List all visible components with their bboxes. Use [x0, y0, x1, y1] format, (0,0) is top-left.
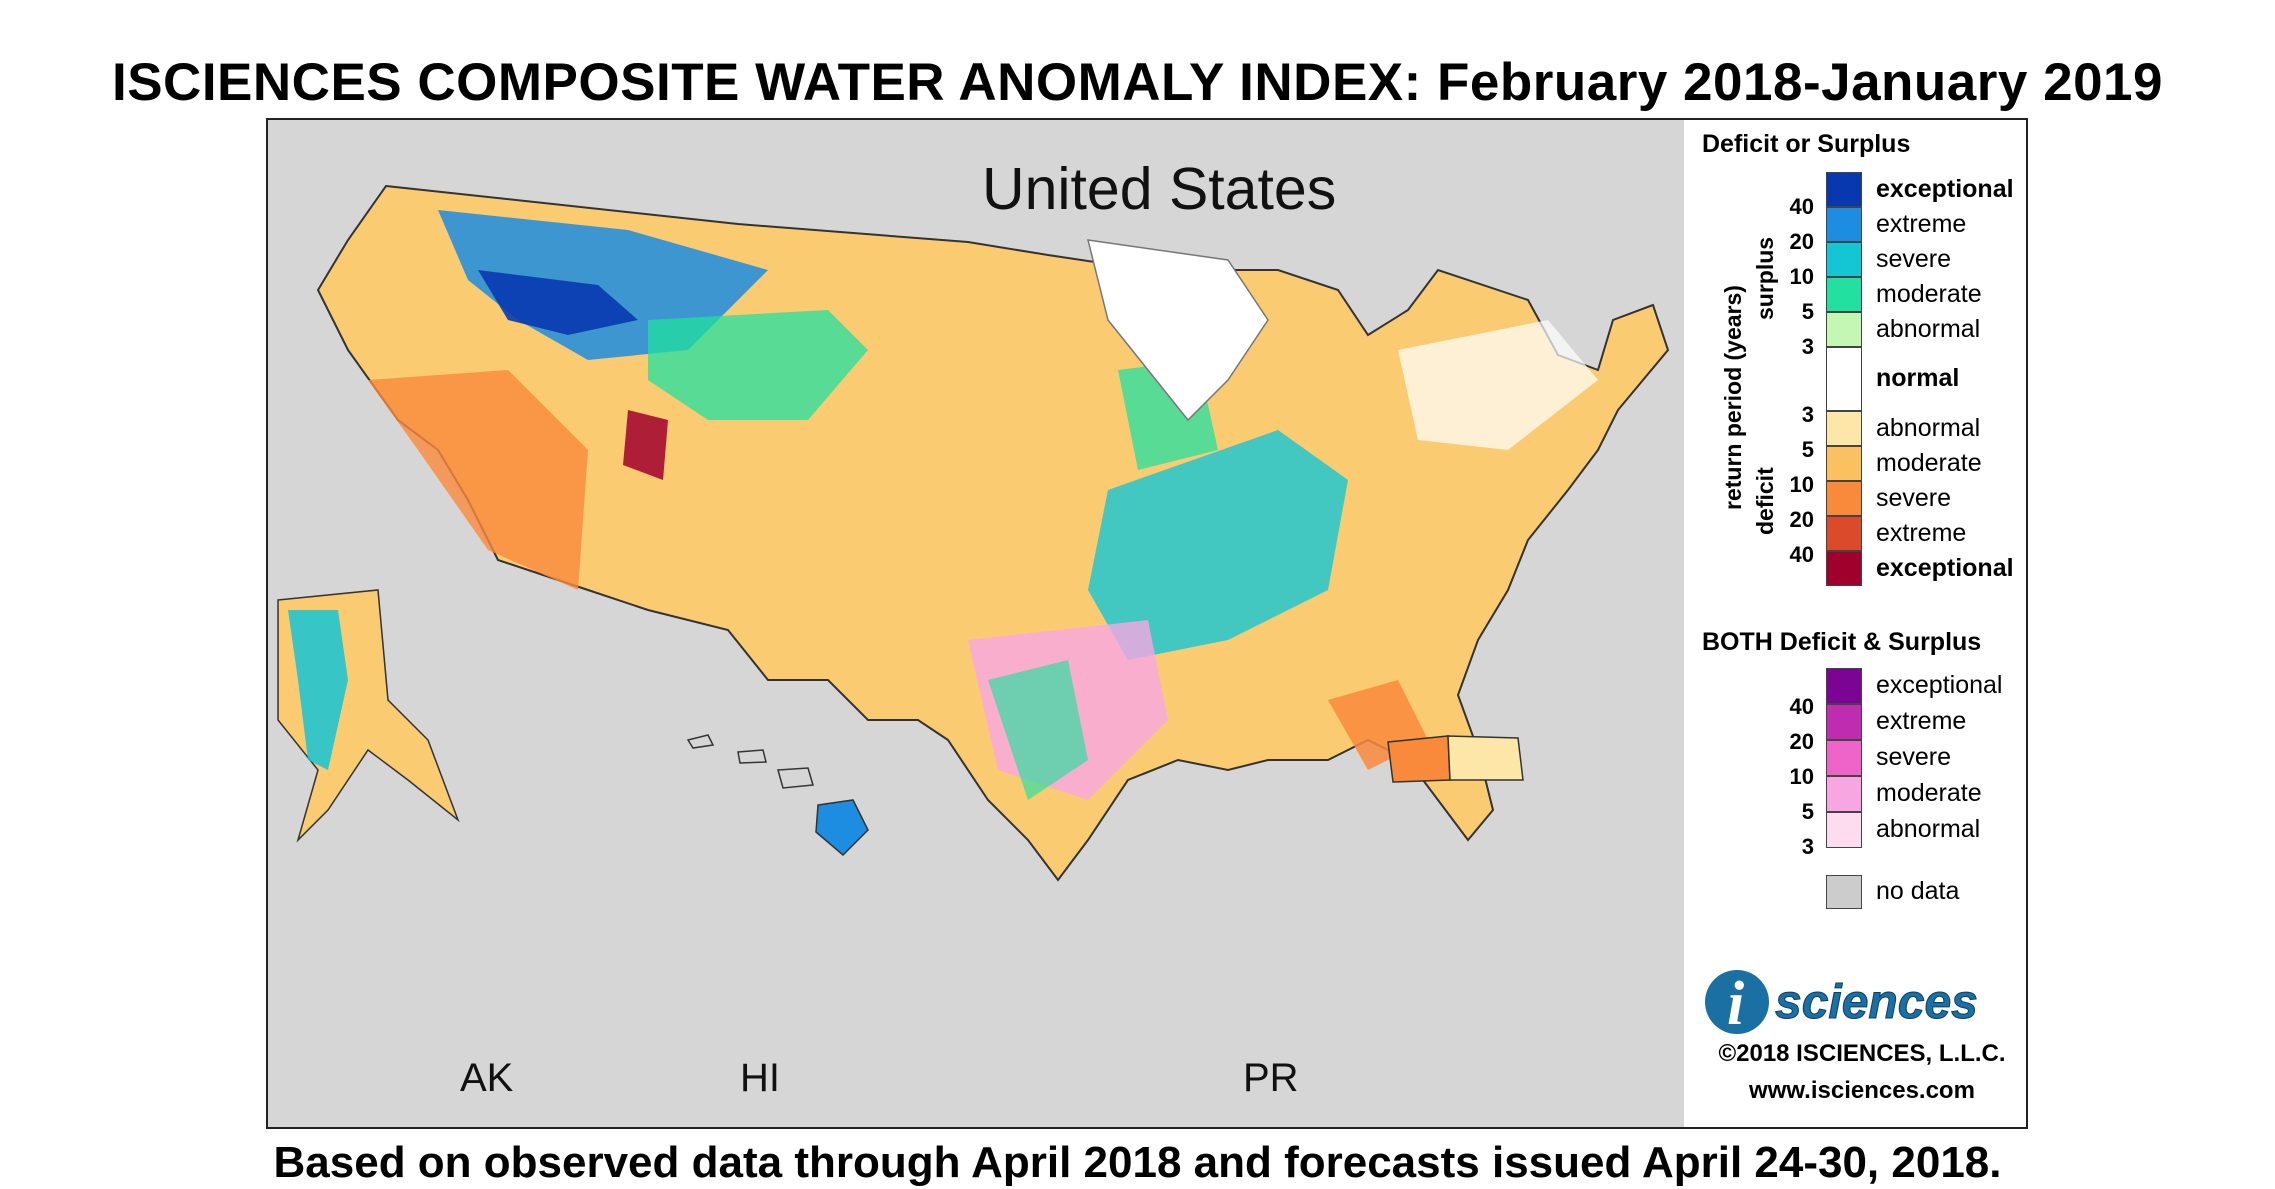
- southwest-deficit-zone: [368, 370, 588, 590]
- map-title: ISCIENCES COMPOSITE WATER ANOMALY INDEX:…: [111, 53, 2164, 112]
- deficit-axis-label: deficit: [1752, 467, 1778, 535]
- surplus-extreme-label: extreme: [1876, 209, 1967, 238]
- both-tick-10: 10: [1789, 764, 1814, 789]
- deficit-tick-5: 5: [1801, 437, 1814, 462]
- surplus-extreme-swatch: [1826, 207, 1862, 242]
- anomaly-map: [277, 184, 1670, 882]
- both-extreme-swatch: [1826, 704, 1862, 740]
- deficit-moderate-swatch: [1826, 446, 1862, 481]
- alaska-label: AK: [460, 1056, 514, 1100]
- region-label: United States: [982, 156, 1337, 222]
- return-period-axis-label: return period (years): [1720, 285, 1746, 510]
- utah-extreme-deficit-zone: [623, 410, 668, 480]
- copyright-text: ©2018 ISCIENCES, L.L.C.: [1718, 1040, 2006, 1067]
- great-lakes: [1087, 239, 1269, 422]
- hawaii-label: HI: [740, 1056, 780, 1100]
- deficit-exceptional-label: exceptional: [1876, 553, 2014, 582]
- alaska-surplus-zone: [288, 610, 348, 770]
- ohio-valley-surplus-zone: [1088, 430, 1348, 660]
- puerto-rico-east: [1447, 735, 1524, 781]
- northeast-normal-zone: [1398, 320, 1598, 450]
- puerto-rico-west: [1387, 735, 1451, 783]
- deficit-tick-20: 20: [1789, 507, 1814, 532]
- deficit-moderate-label: moderate: [1876, 448, 1982, 477]
- deficit-tick-3: 3: [1801, 402, 1814, 427]
- isciences-logo: i sciences: [1705, 970, 1978, 1038]
- surplus-tick-10: 10: [1789, 264, 1814, 289]
- both-abnormal-label: abnormal: [1876, 815, 1981, 843]
- deficit-severe-swatch: [1826, 481, 1862, 516]
- surplus-severe-swatch: [1826, 242, 1862, 277]
- deficit-tick-40: 40: [1789, 542, 1814, 567]
- no-data-label: no data: [1876, 877, 1960, 905]
- northwest-exceptional-zone: [478, 270, 638, 335]
- deficit-extreme-swatch: [1826, 516, 1862, 551]
- logo-letter: i: [1727, 970, 1744, 1038]
- website-link[interactable]: www.isciences.com: [1749, 1077, 1975, 1104]
- surplus-moderate-swatch: [1826, 277, 1862, 312]
- normal-label: normal: [1876, 364, 1960, 392]
- both-severe-label: severe: [1876, 743, 1952, 771]
- surplus-abnormal-label: abnormal: [1876, 314, 1981, 343]
- both-tick-5: 5: [1801, 799, 1814, 824]
- deficit-exceptional-swatch: [1826, 551, 1862, 586]
- surplus-abnormal-swatch: [1826, 312, 1862, 347]
- both-extreme-label: extreme: [1876, 707, 1967, 735]
- deficit-surplus-header: Deficit or Surplus: [1702, 130, 1911, 158]
- both-moderate-swatch: [1826, 776, 1862, 812]
- hawaii-islands: [686, 734, 814, 789]
- deficit-severe-label: severe: [1876, 483, 1952, 512]
- surplus-tick-5: 5: [1801, 299, 1814, 324]
- northern-plains-surplus-band: [648, 310, 868, 420]
- both-moderate-label: moderate: [1876, 779, 1982, 807]
- both-tick-3: 3: [1801, 834, 1814, 859]
- deficit-abnormal-swatch: [1826, 411, 1862, 446]
- surplus-axis-label: surplus: [1752, 236, 1778, 320]
- hawaii-big-island: [815, 799, 869, 857]
- deficit-abnormal-label: abnormal: [1876, 413, 1981, 442]
- surplus-tick-20: 20: [1789, 229, 1814, 254]
- surplus-exceptional-label: exceptional: [1876, 174, 2014, 203]
- both-tick-20: 20: [1789, 729, 1814, 754]
- both-header: BOTH Deficit & Surplus: [1702, 628, 1982, 656]
- surplus-exceptional-swatch: [1826, 172, 1862, 207]
- both-exceptional-swatch: [1826, 668, 1862, 704]
- surplus-moderate-label: moderate: [1876, 279, 1982, 308]
- both-exceptional-label: exceptional: [1876, 671, 2003, 699]
- puerto-rico-label: PR: [1243, 1056, 1299, 1100]
- no-data-swatch: [1826, 875, 1862, 909]
- deficit-extreme-label: extreme: [1876, 518, 1967, 547]
- logo-wordmark: sciences: [1775, 976, 1978, 1029]
- lower-mississippi-surplus-zone: [988, 660, 1088, 800]
- normal-swatch: [1826, 347, 1862, 411]
- both-abnormal-swatch: [1826, 812, 1862, 848]
- deficit-tick-10: 10: [1789, 472, 1814, 497]
- data-source-footer: Based on observed data through April 201…: [273, 1138, 2002, 1187]
- surplus-tick-40: 40: [1789, 194, 1814, 219]
- both-tick-40: 40: [1789, 694, 1814, 719]
- both-severe-swatch: [1826, 740, 1862, 776]
- surplus-tick-3: 3: [1801, 334, 1814, 359]
- surplus-severe-label: severe: [1876, 244, 1952, 273]
